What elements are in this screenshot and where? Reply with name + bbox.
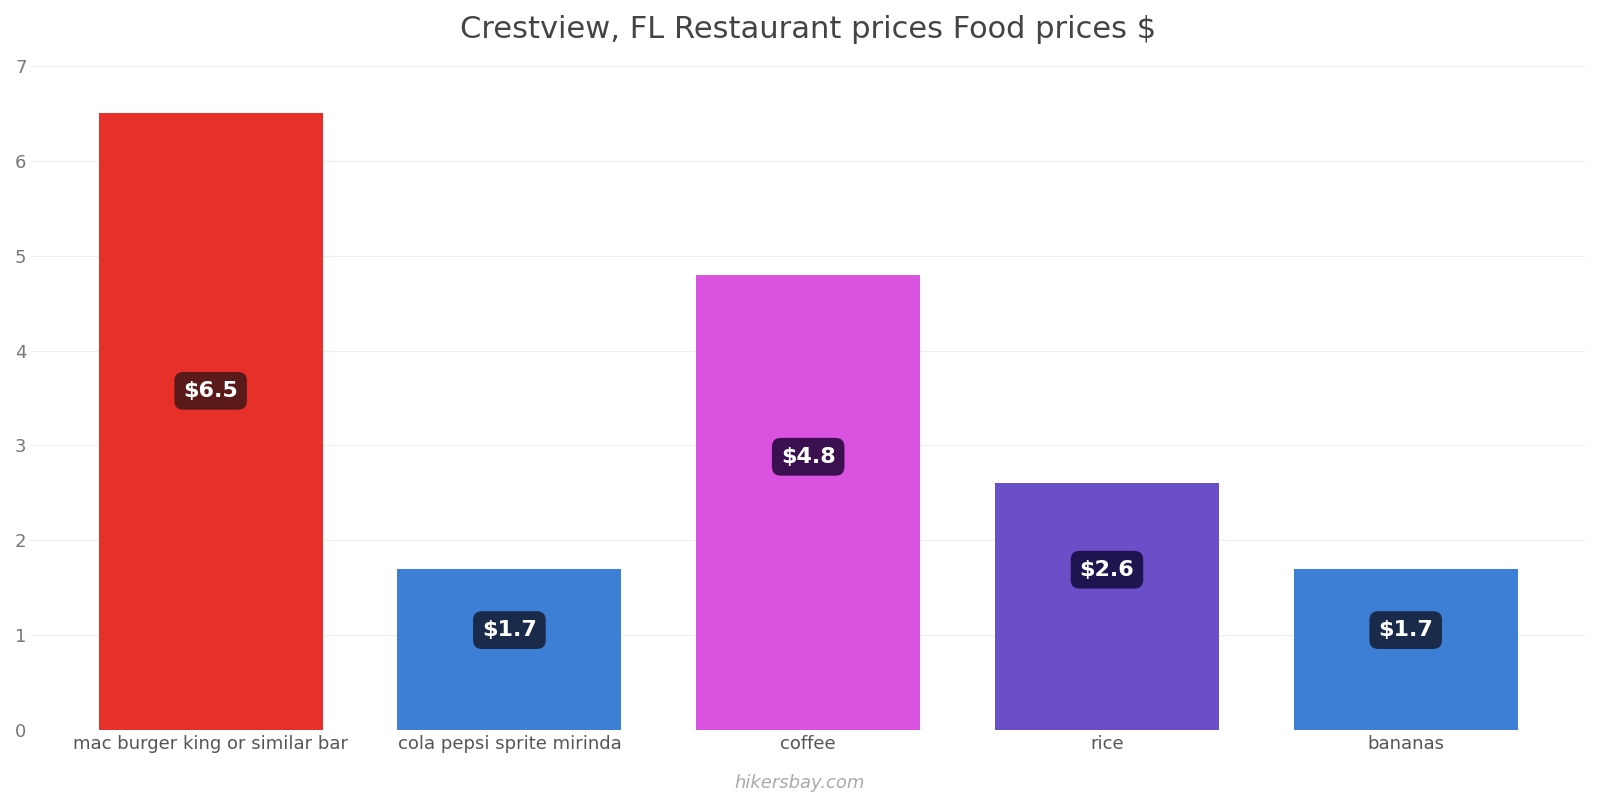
Text: $2.6: $2.6 <box>1080 560 1134 580</box>
Bar <box>397 569 621 730</box>
Title: Crestview, FL Restaurant prices Food prices $: Crestview, FL Restaurant prices Food pri… <box>461 15 1157 44</box>
Bar <box>696 274 920 730</box>
Text: hikersbay.com: hikersbay.com <box>734 774 866 792</box>
Bar <box>995 483 1219 730</box>
Text: $1.7: $1.7 <box>482 620 538 640</box>
Bar <box>99 114 323 730</box>
Text: $1.7: $1.7 <box>1378 620 1434 640</box>
Text: $4.8: $4.8 <box>781 447 835 467</box>
Text: $6.5: $6.5 <box>184 381 238 401</box>
Bar <box>1294 569 1518 730</box>
